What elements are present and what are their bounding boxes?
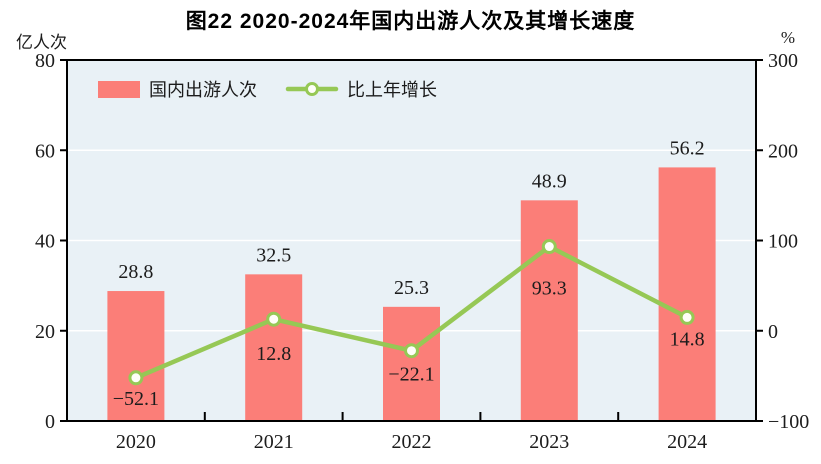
left-axis-tick-label: 0 xyxy=(45,411,55,433)
line-value-label: 14.8 xyxy=(670,328,705,350)
line-series-marker-icon xyxy=(285,82,339,96)
right-axis-tick-label: −100 xyxy=(768,411,809,433)
bar-value-label: 48.9 xyxy=(532,170,567,192)
bar-value-label: 56.2 xyxy=(670,137,705,159)
chart-title: 图22 2020-2024年国内出游人次及其增长速度 xyxy=(185,10,636,33)
legend-bar-label: 国内出游人次 xyxy=(149,80,257,100)
bar-value-label: 25.3 xyxy=(394,277,429,299)
right-axis-tick-label: 100 xyxy=(768,231,798,253)
legend-item-line: 比上年增长 xyxy=(285,76,437,102)
line-value-label: −22.1 xyxy=(388,364,434,386)
bar-2024 xyxy=(658,167,716,421)
line-marker-2022 xyxy=(404,343,419,359)
line-marker-2021 xyxy=(266,311,282,327)
x-axis-category-label: 2022 xyxy=(392,431,432,453)
right-axis-unit-label: % xyxy=(780,28,795,47)
right-axis-tick-label: 300 xyxy=(768,50,798,72)
bar-value-label: 32.5 xyxy=(256,244,291,266)
line-marker-2024 xyxy=(679,309,695,325)
bar-2021 xyxy=(245,274,303,421)
line-value-label: 93.3 xyxy=(532,278,567,300)
x-axis-category-label: 2023 xyxy=(529,431,569,453)
left-axis-unit-label: 亿人次 xyxy=(16,33,67,52)
bar-series-swatch-icon xyxy=(98,80,140,98)
x-axis-category-label: 2024 xyxy=(667,431,707,453)
legend-line-label: 比上年增长 xyxy=(347,80,437,100)
left-axis-tick-label: 40 xyxy=(35,231,55,253)
line-value-label: −52.1 xyxy=(113,388,159,410)
bar-2020 xyxy=(107,291,165,421)
x-axis-category-label: 2021 xyxy=(254,431,294,453)
left-axis-tick-label: 60 xyxy=(35,140,55,162)
right-axis-tick-label: 200 xyxy=(768,140,798,162)
x-axis-category-label: 2020 xyxy=(116,431,156,453)
bar-value-label: 28.8 xyxy=(118,261,153,283)
bar-2023 xyxy=(520,200,578,421)
line-value-label: 12.8 xyxy=(256,343,291,365)
line-marker-2023 xyxy=(541,239,557,255)
left-axis-tick-label: 20 xyxy=(35,321,55,343)
right-axis-tick-label: 0 xyxy=(768,321,778,343)
bar-2022 xyxy=(383,306,440,421)
legend-item-bar: 国内出游人次 xyxy=(98,76,257,102)
chart-legend: 国内出游人次 比上年增长 xyxy=(98,76,437,102)
line-marker-2020 xyxy=(128,370,144,386)
left-axis-tick-label: 80 xyxy=(35,50,55,72)
